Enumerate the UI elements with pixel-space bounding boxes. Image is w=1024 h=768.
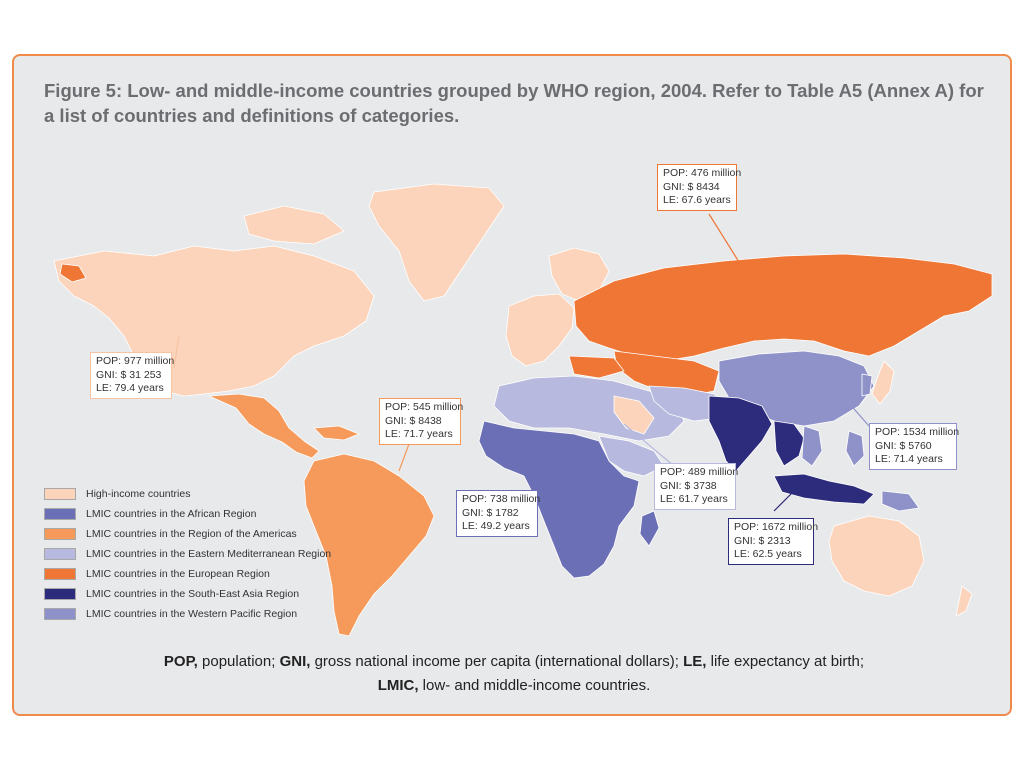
callout-le: LE: 79.4 years bbox=[96, 382, 164, 394]
legend-item: LMIC countries in the Western Pacific Re… bbox=[44, 604, 331, 624]
region-india bbox=[708, 395, 773, 472]
figure-title: Figure 5: Low- and middle-income countri… bbox=[44, 80, 984, 126]
world-map bbox=[53, 183, 993, 637]
callout-le: LE: 67.6 years bbox=[663, 194, 731, 206]
callout-gni: GNI: $ 8434 bbox=[663, 180, 720, 193]
callout-americas: POP: 545 million GNI: $ 8438 LE: 71.7 ye… bbox=[379, 398, 464, 445]
callout-pop: POP: 738 million bbox=[462, 493, 541, 505]
footnote-le-def: life expectancy at birth; bbox=[706, 653, 865, 670]
region-indochina bbox=[773, 420, 805, 467]
legend-label: High-income countries bbox=[86, 488, 191, 500]
callout-le: LE: 71.4 years bbox=[875, 453, 943, 465]
region-japan bbox=[871, 360, 895, 405]
callout-gni: GNI: $ 1782 bbox=[462, 506, 519, 519]
callout-african: POP: 738 million GNI: $ 1782 LE: 49.2 ye… bbox=[456, 490, 541, 537]
legend-item: LMIC countries in the Eastern Mediterran… bbox=[44, 544, 331, 564]
region-caribbean bbox=[313, 425, 360, 441]
legend-swatch bbox=[44, 588, 76, 600]
footnote-gni-key: GNI, bbox=[279, 653, 311, 670]
region-arctic-islands bbox=[243, 205, 345, 245]
region-north-america bbox=[53, 245, 375, 397]
region-australia bbox=[828, 515, 925, 597]
callout-gni: GNI: $ 3738 bbox=[660, 479, 717, 492]
footnote-gni-def: gross national income per capita (intern… bbox=[310, 653, 684, 670]
callout-western-pacific: POP: 1534 million GNI: $ 5760 LE: 71.4 y… bbox=[869, 423, 960, 470]
footnote-lmic-def: low- and middle-income countries. bbox=[418, 677, 651, 694]
region-mexico bbox=[208, 393, 320, 459]
callout-gni: GNI: $ 5760 bbox=[875, 439, 932, 452]
leader-high-income bbox=[173, 335, 180, 369]
legend-label: LMIC countries in the African Region bbox=[86, 508, 257, 520]
callout-gni: GNI: $ 8438 bbox=[385, 414, 442, 427]
legend-item: LMIC countries in the European Region bbox=[44, 564, 331, 584]
legend-swatch bbox=[44, 508, 76, 520]
region-philippines bbox=[845, 430, 865, 467]
footnote: POP, population; GNI, gross national inc… bbox=[14, 650, 1014, 698]
legend-label: LMIC countries in the Western Pacific Re… bbox=[86, 608, 298, 620]
region-png bbox=[881, 490, 920, 512]
leader-african bbox=[533, 485, 575, 507]
callout-gni: GNI: $ 2313 bbox=[734, 534, 791, 547]
callout-pop: POP: 476 million bbox=[663, 167, 742, 179]
leader-european bbox=[708, 213, 755, 287]
region-vietnam bbox=[801, 425, 823, 467]
region-western-europe bbox=[505, 293, 575, 367]
region-greenland bbox=[368, 183, 505, 302]
legend-item: LMIC countries in the Region of the Amer… bbox=[44, 524, 331, 544]
legend-item: High-income countries bbox=[44, 484, 331, 504]
callout-le: LE: 49.2 years bbox=[462, 520, 530, 532]
region-south-america bbox=[303, 453, 435, 637]
legend-swatch bbox=[44, 608, 76, 620]
leader-americas bbox=[398, 443, 410, 472]
callout-pop: POP: 489 million bbox=[660, 466, 739, 478]
legend-item: LMIC countries in the South-East Asia Re… bbox=[44, 584, 331, 604]
callout-south-east-asia: POP: 1672 million GNI: $ 2313 LE: 62.5 y… bbox=[728, 518, 819, 565]
legend-swatch bbox=[44, 568, 76, 580]
leader-wpr bbox=[833, 385, 870, 427]
region-korea bbox=[861, 373, 873, 397]
region-chukotka bbox=[59, 263, 87, 283]
footnote-line-2: LMIC, low- and middle-income countries. bbox=[14, 674, 1014, 698]
region-russia bbox=[573, 253, 993, 362]
region-madagascar bbox=[639, 510, 660, 547]
callout-pop: POP: 1534 million bbox=[875, 426, 960, 438]
legend-swatch bbox=[44, 488, 76, 500]
legend-label: LMIC countries in the Eastern Mediterran… bbox=[86, 548, 332, 560]
figure-panel: Figure 5: Low- and middle-income countri… bbox=[12, 54, 1012, 716]
callout-high-income: POP: 977 million GNI: $ 31 253 LE: 79.4 … bbox=[90, 352, 175, 399]
legend-label: LMIC countries in the Region of the Amer… bbox=[86, 528, 297, 540]
region-africa bbox=[478, 420, 640, 579]
callout-gni: GNI: $ 31 253 bbox=[96, 368, 162, 381]
legend-swatch bbox=[44, 528, 76, 540]
footnote-le-key: LE, bbox=[683, 653, 707, 670]
callout-le: LE: 61.7 years bbox=[660, 493, 728, 505]
leader-emr bbox=[623, 423, 675, 467]
footnote-line-1: POP, population; GNI, gross national inc… bbox=[14, 650, 1014, 674]
callout-le: LE: 62.5 years bbox=[734, 548, 802, 560]
footnote-pop-def: population; bbox=[197, 653, 280, 670]
callout-pop: POP: 977 million bbox=[96, 355, 175, 367]
region-new-zealand bbox=[955, 585, 973, 617]
region-turkey bbox=[568, 355, 625, 379]
leader-sear bbox=[773, 480, 805, 512]
footnote-lmic-key: LMIC, bbox=[377, 677, 419, 694]
legend-item: LMIC countries in the African Region bbox=[44, 504, 331, 524]
legend-swatch bbox=[44, 548, 76, 560]
footnote-pop-key: POP, bbox=[163, 653, 198, 670]
map-legend: High-income countries LMIC countries in t… bbox=[44, 484, 331, 624]
legend-label: LMIC countries in the European Region bbox=[86, 568, 270, 580]
callout-le: LE: 71.7 years bbox=[385, 428, 453, 440]
callout-european: POP: 476 million GNI: $ 8434 LE: 67.6 ye… bbox=[657, 164, 742, 211]
legend-label: LMIC countries in the South-East Asia Re… bbox=[86, 588, 300, 600]
callout-pop: POP: 545 million bbox=[385, 401, 464, 413]
callout-eastern-mediterranean: POP: 489 million GNI: $ 3738 LE: 61.7 ye… bbox=[654, 463, 739, 510]
callout-pop: POP: 1672 million bbox=[734, 521, 819, 533]
region-indonesia bbox=[773, 473, 875, 505]
